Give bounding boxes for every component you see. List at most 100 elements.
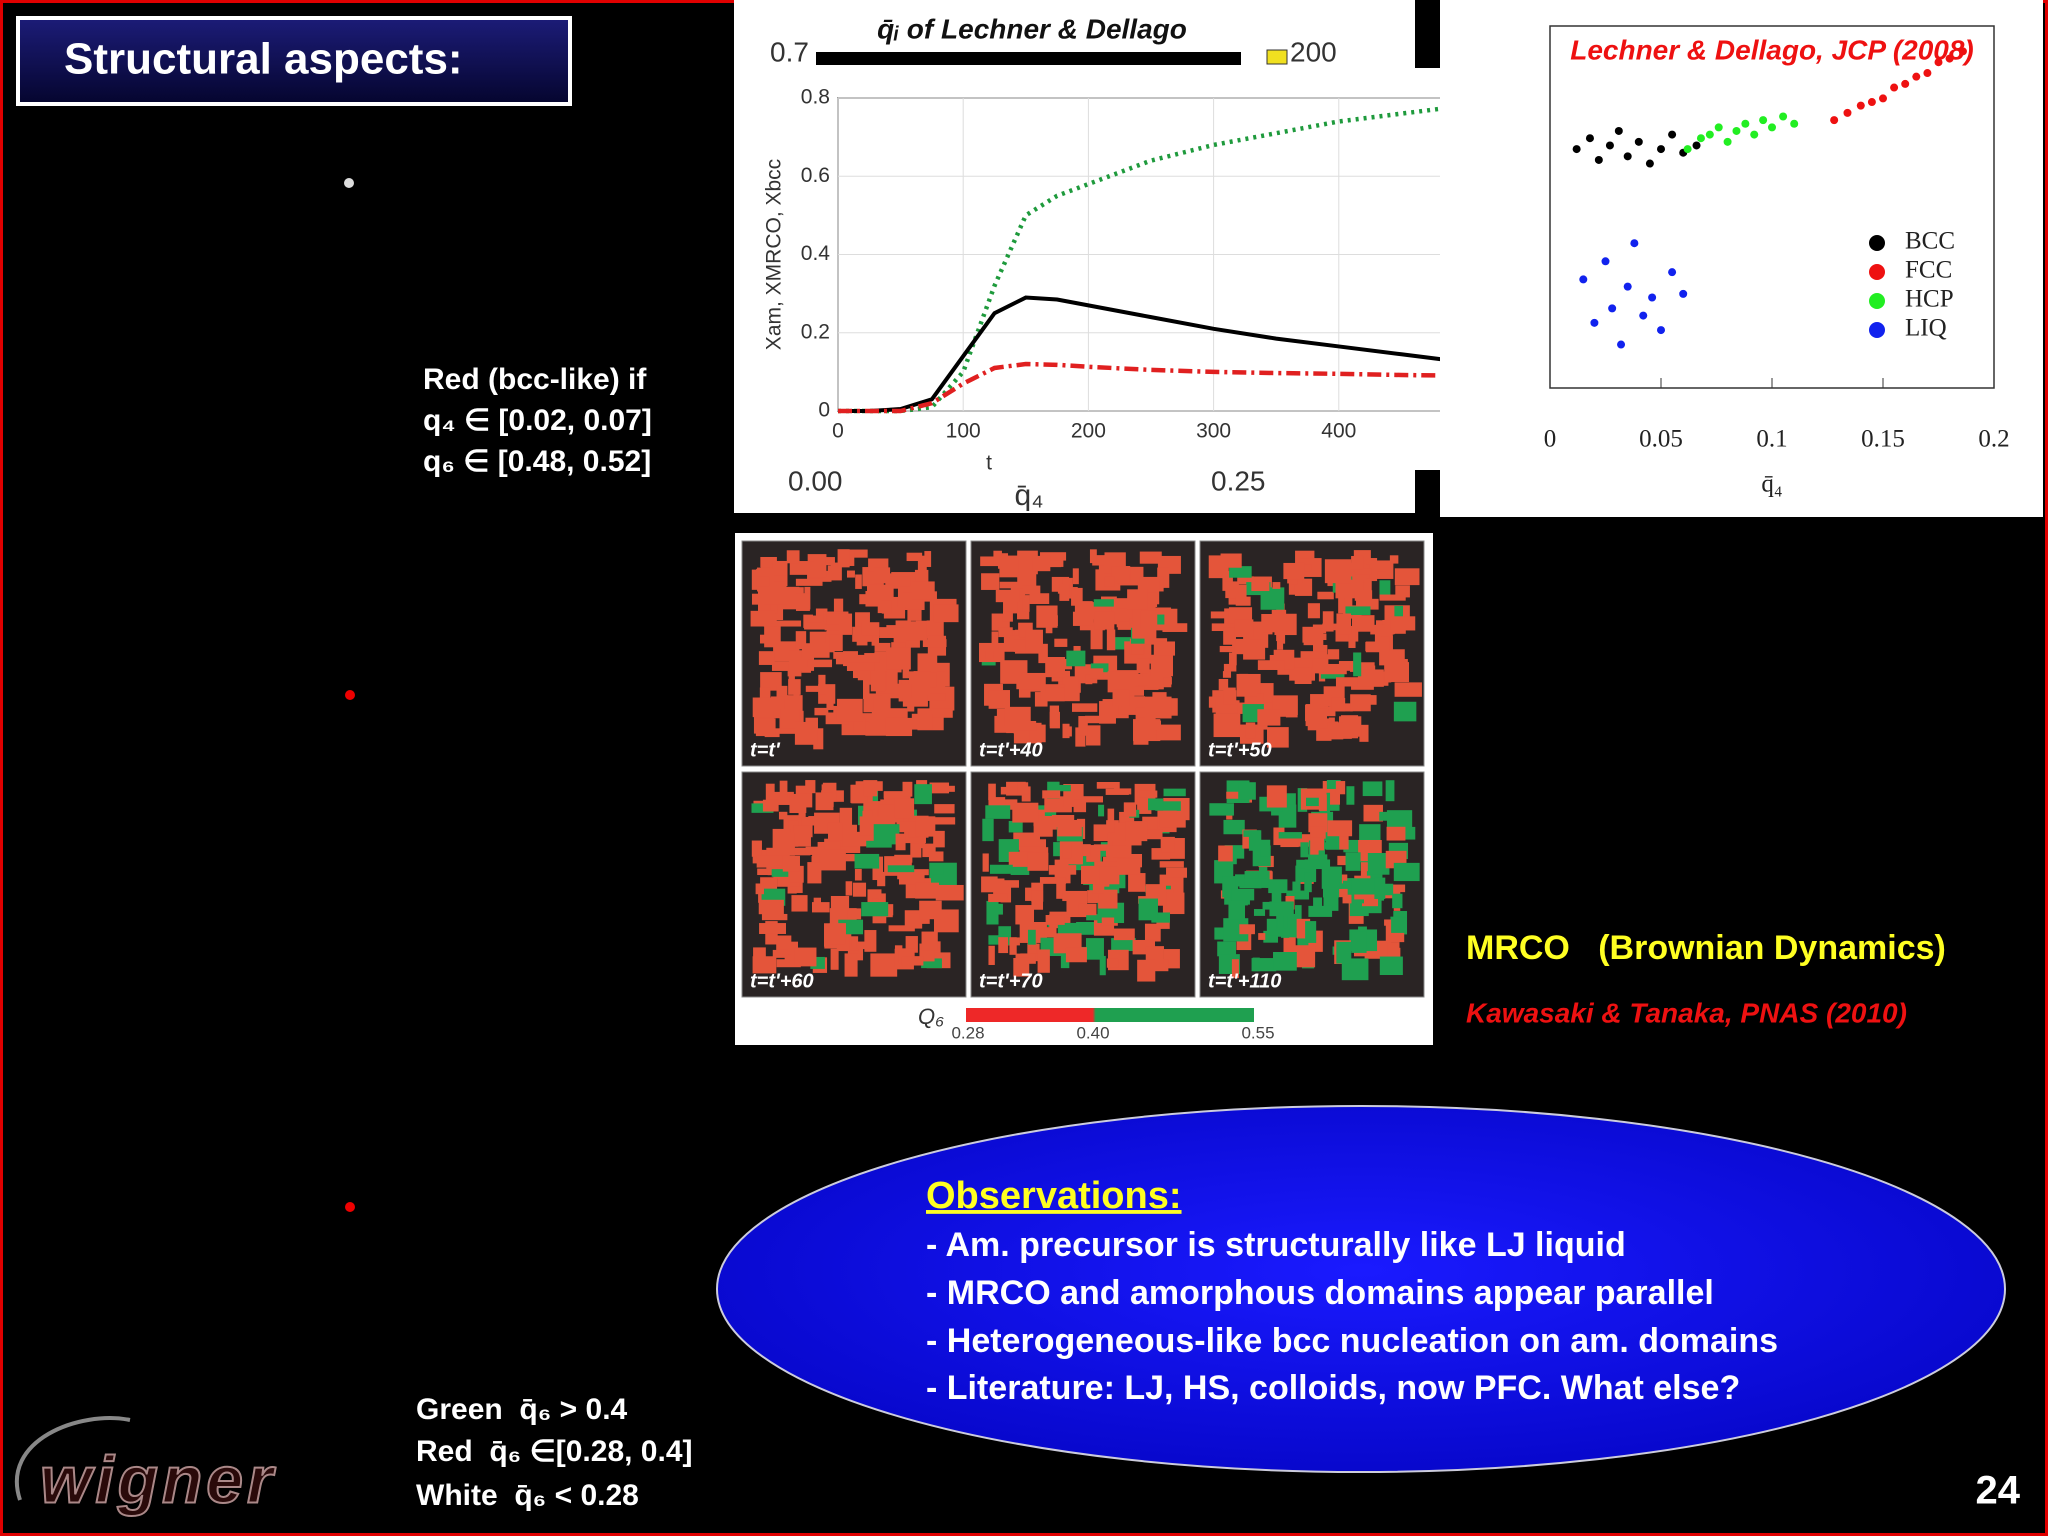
cluster <box>1046 557 1062 568</box>
cluster <box>1159 815 1186 828</box>
cluster <box>1054 638 1068 647</box>
cluster <box>788 664 795 689</box>
cluster <box>1208 555 1229 579</box>
cluster <box>873 695 884 718</box>
cluster <box>1319 708 1328 729</box>
cluster <box>1257 660 1285 670</box>
cluster <box>1040 687 1065 702</box>
cluster <box>917 653 938 673</box>
cluster <box>1027 933 1037 957</box>
scatter-point <box>1683 145 1692 154</box>
cluster <box>866 584 894 601</box>
cluster <box>814 707 829 716</box>
cluster <box>1392 893 1403 909</box>
cluster <box>830 910 842 921</box>
cluster <box>759 923 786 934</box>
cluster <box>1222 671 1232 678</box>
x-tick-label: 400 <box>1321 420 1356 443</box>
cluster <box>852 882 867 897</box>
cluster <box>1208 696 1222 708</box>
cluster <box>1379 956 1403 976</box>
cluster <box>795 593 810 611</box>
cluster <box>1085 715 1106 724</box>
scatter-chart-panel <box>1440 0 2043 517</box>
cluster <box>1393 701 1417 722</box>
cluster <box>1011 720 1037 731</box>
cluster <box>842 824 857 847</box>
cluster <box>1306 797 1319 807</box>
cluster <box>926 620 944 639</box>
black-bar <box>1415 478 1440 513</box>
cluster <box>934 804 955 814</box>
cluster <box>1257 709 1281 726</box>
scatter-point <box>1732 126 1741 135</box>
cluster <box>1076 922 1096 935</box>
cluster <box>1258 933 1266 940</box>
cluster <box>1322 611 1334 632</box>
scatter-point <box>1601 257 1610 266</box>
cluster <box>759 687 771 704</box>
cluster <box>1365 641 1392 652</box>
scatter-point <box>1648 293 1657 302</box>
cluster <box>841 549 868 558</box>
cluster <box>982 818 994 842</box>
cluster <box>1218 845 1233 862</box>
cluster <box>924 551 932 567</box>
cluster <box>1016 676 1041 690</box>
cluster <box>827 822 843 841</box>
cluster <box>1353 652 1362 677</box>
scatter-point <box>1590 318 1599 327</box>
cluster <box>795 631 807 650</box>
cluster <box>1345 852 1361 871</box>
cluster <box>807 659 833 668</box>
cluster <box>1086 914 1099 921</box>
cluster <box>1106 629 1116 651</box>
cluster <box>1140 610 1158 629</box>
cluster <box>1266 918 1278 935</box>
cluster <box>1111 938 1136 952</box>
cluster <box>915 882 939 899</box>
cluster <box>1161 836 1175 853</box>
cluster <box>846 570 855 578</box>
scatter-point <box>1759 116 1768 125</box>
cluster <box>1029 593 1050 604</box>
cluster <box>1269 901 1294 917</box>
cluster <box>1090 668 1104 679</box>
cluster <box>755 883 764 895</box>
cluster <box>1327 649 1340 660</box>
x-tick-label: 100 <box>946 420 981 443</box>
x-tick-label: 200 <box>1071 420 1106 443</box>
cluster <box>1225 581 1239 599</box>
cluster <box>786 550 800 564</box>
y-tick-label: 0.2 <box>801 320 830 343</box>
cluster <box>1090 627 1103 650</box>
cluster <box>1342 894 1352 904</box>
cluster <box>886 647 911 670</box>
note-line: q₄ ∈ [0.02, 0.07] <box>423 404 652 437</box>
cluster <box>1043 684 1065 691</box>
cluster <box>1341 958 1369 981</box>
cluster <box>1059 583 1070 601</box>
cluster <box>794 947 817 967</box>
cluster <box>1093 599 1117 607</box>
cluster <box>1078 716 1088 736</box>
cluster <box>776 685 788 697</box>
cluster <box>1292 881 1301 893</box>
cluster <box>1037 949 1050 973</box>
cluster <box>1317 591 1334 600</box>
mrco-label: MRCO (Brownian Dynamics) <box>1466 929 1946 967</box>
cluster <box>1055 784 1071 792</box>
cluster <box>1356 598 1379 610</box>
scatter-point <box>1668 130 1677 139</box>
cluster <box>1226 791 1250 799</box>
cluster <box>1303 628 1324 646</box>
cluster <box>829 632 843 652</box>
scatter-point <box>1668 268 1677 277</box>
cluster <box>1148 798 1164 811</box>
cluster <box>933 817 956 825</box>
cluster <box>1017 782 1029 795</box>
cluster <box>879 627 905 638</box>
cluster <box>1090 663 1109 673</box>
cluster <box>1354 568 1372 575</box>
cluster <box>771 869 789 877</box>
